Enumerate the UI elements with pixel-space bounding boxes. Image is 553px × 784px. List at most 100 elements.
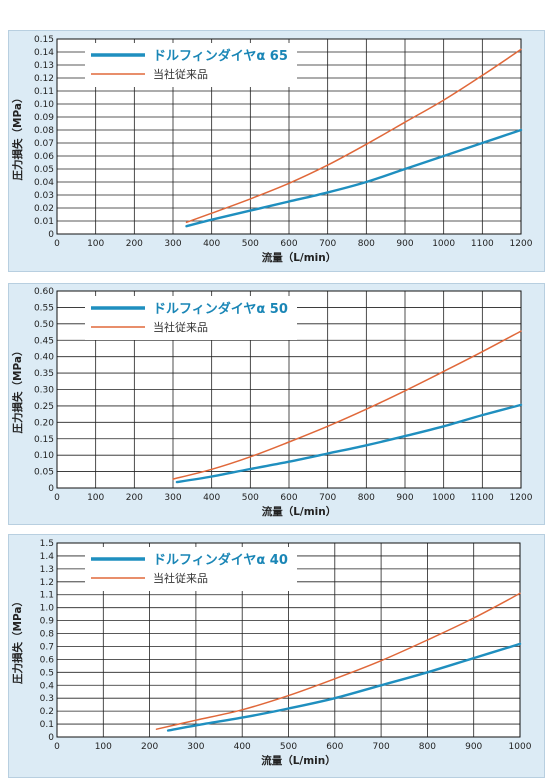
y-tick-label: 0.12 [34,74,54,84]
x-tick-label: 700 [319,493,336,503]
y-tick-label: 0.2 [40,707,54,717]
series-line-conventional [172,330,522,480]
x-tick-label: 900 [396,239,413,249]
x-tick-label: 200 [126,493,143,503]
x-axis-label: 流量（L/min） [262,505,337,518]
y-tick-label: 1.3 [40,565,54,575]
x-tick-label: 300 [187,742,204,752]
chart-panel-alpha65: 0 100 200 300 400 500 600 700 800 900 1000 1100 1200… [8,30,545,272]
x-tick-label: 600 [280,239,297,249]
y-tick-label: 0.3 [40,694,54,704]
y-tick-label: 0.50 [34,320,54,330]
y-tick-label: 0.02 [34,204,54,214]
series-line-new-model [185,128,523,228]
x-tick-label: 900 [396,493,413,503]
y-tick-label: 0.4 [40,681,55,691]
x-tick-label: 1000 [509,742,532,752]
y-tick-label: 0.10 [34,451,54,461]
x-tick-label: 1000 [432,493,455,503]
y-tick-label: 0.1 [40,720,54,730]
y-tick-label: 0.20 [34,418,54,428]
x-tick-label: 800 [358,239,375,249]
series-line-conventional [155,592,521,730]
y-tick-label: 0.60 [34,287,54,297]
x-tick-label: 0 [54,493,60,503]
y-tick-label: 1.2 [40,578,54,588]
x-tick-label: 1100 [471,493,494,503]
x-tick-label: 100 [87,493,104,503]
y-tick-label: 0.40 [34,353,54,363]
y-tick-label: 0.9 [40,617,55,627]
y-tick-label: 0.8 [40,630,55,640]
x-tick-label: 700 [319,239,336,249]
y-tick-label: 0.04 [34,178,54,188]
x-tick-label: 500 [242,239,259,249]
legend: ドルフィンダイヤα 40 当社従来品 [85,547,297,591]
x-tick-label: 100 [87,239,104,249]
x-tick-label: 0 [54,742,60,752]
legend: ドルフィンダイヤα 65 当社従来品 [85,43,297,87]
x-tick-label: 1200 [510,239,533,249]
x-axis-label: 流量（L/min） [261,754,336,767]
chart-panel-alpha40: 0 100 200 300 400 500 600 700 800 900 1000 0 0.1 0.2 0… [8,534,545,778]
x-tick-label: 500 [242,493,259,503]
y-tick-label: 0.30 [34,386,54,396]
x-tick-label: 1000 [432,239,455,249]
legend-label-new-model: ドルフィンダイヤα 65 [153,48,288,64]
y-axis-label: 圧力損失（MPa） [11,596,24,684]
y-tick-label: 0.11 [34,87,54,97]
y-tick-label: 0.13 [34,61,54,71]
legend-label-conventional: 当社従来品 [153,320,208,334]
x-tick-label: 1200 [510,493,533,503]
y-tick-label: 0.14 [34,48,54,58]
y-tick-label: 0.35 [34,369,54,379]
series-line-new-model [175,403,523,484]
x-tick-label: 300 [164,239,181,249]
y-tick-label: 0.25 [34,402,54,412]
legend-box [85,43,297,87]
y-tick-label: 0.01 [34,217,54,227]
legend-label-conventional: 当社従来品 [153,67,208,81]
x-tick-label: 200 [126,239,143,249]
x-tick-label: 0 [54,239,60,249]
chart-alpha50: 0 100 200 300 400 500 600 700 800 900 1000 1100 1200… [11,287,533,518]
y-axis-label: 圧力損失（MPa） [11,346,24,434]
legend: ドルフィンダイヤα 50 当社従来品 [85,296,297,340]
x-tick-label: 1100 [471,239,494,249]
plot-frame [56,542,521,738]
series-line-conventional [185,48,522,224]
x-tick-label: 400 [203,493,220,503]
x-tick-label: 400 [203,239,220,249]
y-tick-label: 0.5 [40,668,54,678]
y-tick-label: 0.55 [34,303,54,313]
legend-label-new-model: ドルフィンダイヤα 50 [153,301,288,317]
grid [56,290,522,489]
y-tick-label: 0.45 [34,336,54,346]
y-tick-label: 0.7 [40,642,54,652]
x-axis-label: 流量（L/min） [262,251,337,264]
y-tick-label: 0.05 [34,468,54,478]
y-tick-label: 0 [48,484,54,494]
y-tick-label: 0.15 [34,35,54,45]
plot-frame [56,290,522,489]
y-tick-label: 0.09 [34,113,54,123]
x-tick-label: 400 [234,742,251,752]
x-tick-label: 200 [141,742,158,752]
plot-frame [56,38,522,235]
legend-box [85,547,297,591]
y-tick-label: 0.10 [34,100,54,110]
y-tick-label: 0.15 [34,435,54,445]
chart-panel-alpha50: 0 100 200 300 400 500 600 700 800 900 1000 1100 1200… [8,283,545,525]
y-tick-label: 1.0 [40,604,55,614]
chart-alpha65: 0 100 200 300 400 500 600 700 800 900 1000 1100 1200… [11,35,533,264]
x-tick-label: 900 [465,742,482,752]
y-tick-label: 0.6 [40,655,55,665]
x-tick-label: 600 [326,742,343,752]
y-tick-label: 0.05 [34,165,54,175]
legend-box [85,296,297,340]
y-axis-label: 圧力損失（MPa） [11,93,24,181]
chart-alpha40: 0 100 200 300 400 500 600 700 800 900 1000 0 0.1 0.2 0… [11,539,532,767]
y-tick-label: 0.08 [34,126,54,136]
y-tick-label: 0.06 [34,152,54,162]
